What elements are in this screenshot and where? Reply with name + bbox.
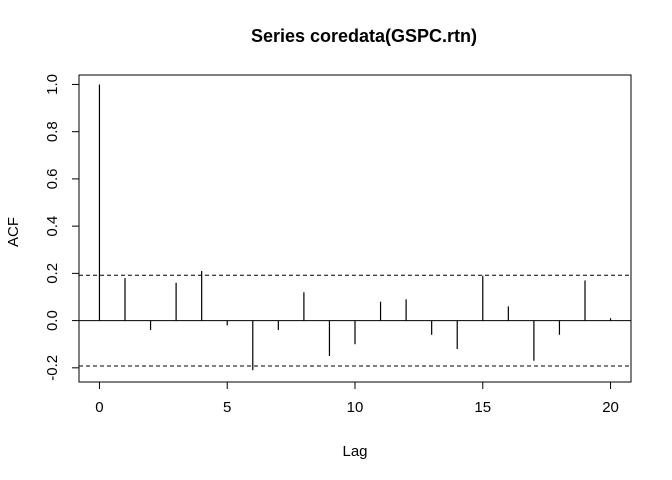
y-tick-label-0: -0.2: [44, 355, 61, 381]
y-tick-label-2: 0.2: [44, 263, 61, 284]
y-tick-label-6: 1.0: [44, 74, 61, 95]
x-tick-label-0: 0: [95, 399, 103, 416]
chart-title: Series coredata(GSPC.rtn): [251, 26, 477, 46]
y-tick-label-1: 0.0: [44, 310, 61, 331]
y-tick-label-5: 0.8: [44, 121, 61, 142]
x-axis-label: Lag: [342, 443, 367, 460]
plot-area: 0 5 10 15 20 -0.2 0.0 0.2 0.4 0.6 0.8 1.0: [44, 74, 632, 416]
x-tick-label-20: 20: [602, 399, 619, 416]
y-tick-label-4: 0.6: [44, 168, 61, 189]
y-axis-label: ACF: [5, 217, 22, 247]
x-tick-label-15: 15: [474, 399, 491, 416]
x-tick-label-10: 10: [347, 399, 364, 416]
y-tick-label-3: 0.4: [44, 216, 61, 237]
x-tick-label-5: 5: [223, 399, 231, 416]
